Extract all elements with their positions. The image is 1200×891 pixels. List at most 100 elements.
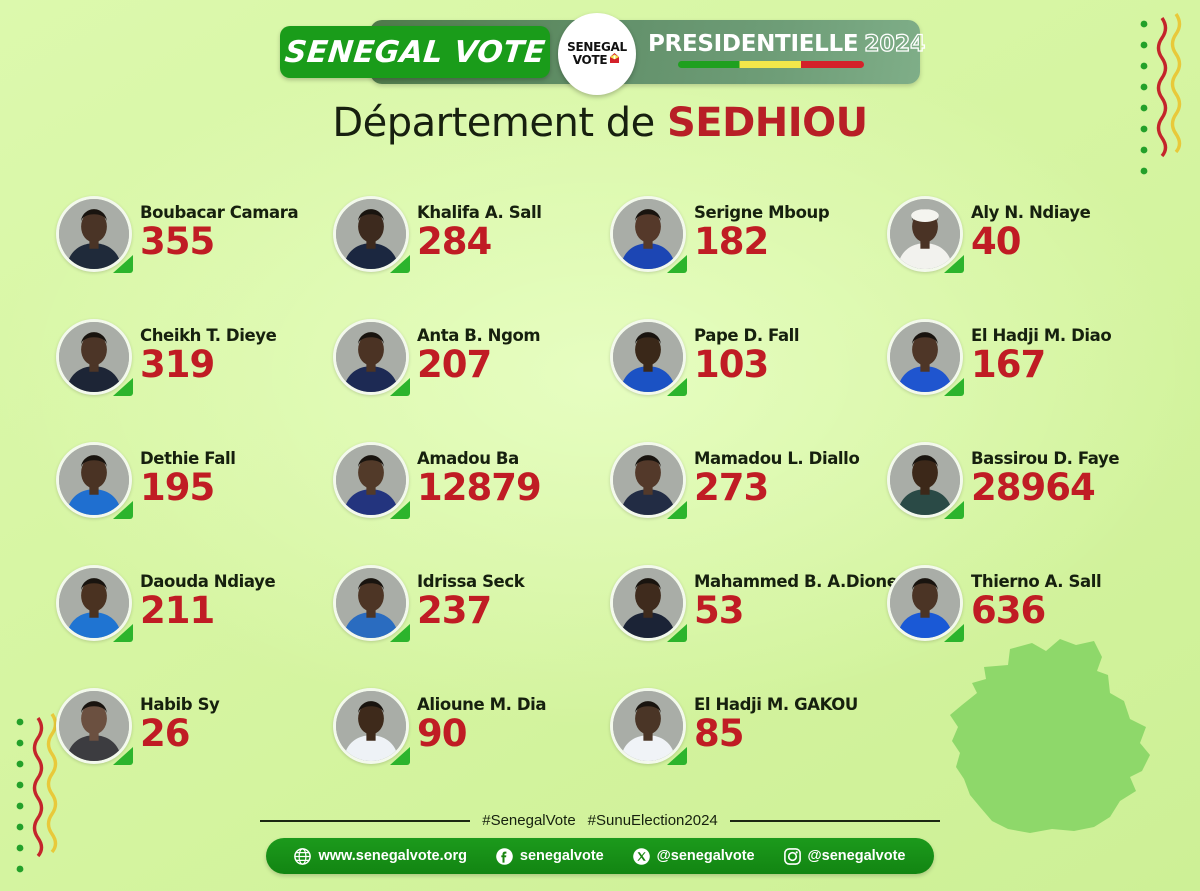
avatar — [333, 195, 410, 273]
avatar-accent-wedge — [113, 746, 133, 765]
avatar — [56, 441, 133, 519]
candidate-name: Boubacar Camara — [140, 203, 299, 223]
facebook-icon — [496, 847, 513, 865]
social-link-label: www.senegalvote.org — [318, 848, 467, 864]
social-link-globe[interactable]: www.senegalvote.org — [294, 847, 467, 865]
candidate-name: Aly N. Ndiaye — [971, 203, 1091, 223]
candidate-votes: 85 — [694, 712, 744, 756]
candidate-name: Bassirou D. Faye — [971, 449, 1120, 469]
candidate-name: Dethie Fall — [140, 449, 236, 469]
brand-badge: SENEGAL VOTE — [280, 26, 550, 78]
social-link-x-twitter[interactable]: @senegalvote — [632, 847, 755, 865]
candidate-votes: 53 — [694, 589, 744, 633]
avatar-accent-wedge — [113, 500, 133, 519]
candidate-votes: 636 — [971, 589, 1046, 633]
candidate-name: El Hadji M. GAKOU — [694, 695, 858, 715]
avatar-accent-wedge — [113, 377, 133, 396]
candidate-name: Idrissa Seck — [417, 572, 525, 592]
avatar — [610, 195, 687, 273]
portrait-illustration — [59, 198, 129, 269]
avatar-accent-wedge — [944, 623, 964, 642]
hashtag-1: #SenegalVote — [482, 812, 576, 829]
page-title-prefix: Département de — [332, 100, 667, 146]
candidate-card: Mamadou L. Diallo 273 — [610, 418, 887, 541]
portrait-illustration — [890, 444, 960, 515]
avatar-accent-wedge — [113, 254, 133, 273]
brand-label: SENEGAL VOTE — [283, 34, 547, 70]
candidate-card: Cheikh T. Dieye 319 — [56, 295, 333, 418]
senegal-map-silhouette — [934, 631, 1184, 841]
portrait-illustration — [613, 198, 683, 269]
avatar — [333, 687, 410, 765]
candidate-votes: 237 — [417, 589, 492, 633]
header: SENEGAL VOTE SENEGAL VOTE PRESIDENTIELLE… — [280, 13, 926, 95]
election-year: 2024 — [864, 31, 927, 57]
candidate-name: Mahammed B. A.Dione — [694, 572, 898, 592]
candidate-results-grid: Boubacar Camara 355 Khalifa A. Sall 284 Seri… — [56, 172, 1164, 787]
avatar-accent-wedge — [667, 500, 687, 519]
candidate-votes: 284 — [417, 220, 492, 264]
avatar-accent-wedge — [944, 254, 964, 273]
avatar — [887, 564, 964, 642]
page-title: Département de SEDHIOU — [0, 100, 1200, 146]
avatar-accent-wedge — [667, 377, 687, 396]
candidate-name: Khalifa A. Sall — [417, 203, 542, 223]
candidate-votes: 319 — [140, 343, 215, 387]
candidate-card: Daouda Ndiaye 211 — [56, 541, 333, 664]
decoration-bottom-left — [10, 708, 68, 883]
instagram-icon — [783, 847, 801, 865]
decoration-top-right — [1134, 4, 1192, 179]
avatar-accent-wedge — [113, 623, 133, 642]
ballot-box-icon — [610, 53, 620, 64]
candidate-votes: 12879 — [417, 466, 542, 510]
hashtag-row: #SenegalVote #SunuElection2024 — [0, 812, 1200, 829]
social-link-label: @senegalvote — [807, 848, 906, 864]
candidate-card: Thierno A. Sall 636 — [887, 541, 1164, 664]
avatar-photo — [59, 198, 129, 269]
candidate-votes: 207 — [417, 343, 492, 387]
avatar-accent-wedge — [390, 377, 410, 396]
candidate-name: Thierno A. Sall — [971, 572, 1102, 592]
candidate-votes: 273 — [694, 466, 769, 510]
logo-line-1: SENEGAL — [567, 39, 627, 54]
x-twitter-icon — [632, 847, 650, 865]
social-bar: www.senegalvote.org senegalvote @senegalvo… — [266, 838, 934, 874]
social-link-facebook[interactable]: senegalvote — [496, 847, 604, 865]
portrait-illustration — [59, 567, 129, 638]
candidate-votes: 103 — [694, 343, 769, 387]
candidate-name: Amadou Ba — [417, 449, 519, 469]
candidate-name: Cheikh T. Dieye — [140, 326, 277, 346]
avatar — [887, 441, 964, 519]
candidate-votes: 355 — [140, 220, 215, 264]
avatar — [887, 318, 964, 396]
avatar-accent-wedge — [390, 500, 410, 519]
candidate-card: El Hadji M. GAKOU 85 — [610, 664, 887, 787]
avatar — [333, 564, 410, 642]
avatar — [56, 195, 133, 273]
candidate-votes: 211 — [140, 589, 215, 633]
candidate-card: Anta B. Ngom 207 — [333, 295, 610, 418]
candidate-name: El Hadji M. Diao — [971, 326, 1112, 346]
avatar-accent-wedge — [390, 254, 410, 273]
candidate-votes: 195 — [140, 466, 215, 510]
candidate-card: Aly N. Ndiaye 40 — [887, 172, 1164, 295]
logo-line-2: VOTE — [572, 53, 608, 67]
candidate-card: Alioune M. Dia 90 — [333, 664, 610, 787]
election-label: PRESIDENTIELLE — [648, 31, 859, 57]
portrait-illustration — [613, 444, 683, 515]
election-title-block: PRESIDENTIELLE 2024 — [648, 31, 926, 68]
divider-right — [729, 819, 940, 822]
candidate-card: Serigne Mboup 182 — [610, 172, 887, 295]
candidate-votes: 28964 — [971, 466, 1096, 510]
avatar — [56, 564, 133, 642]
candidate-name: Serigne Mboup — [694, 203, 830, 223]
avatar-accent-wedge — [667, 623, 687, 642]
candidate-card: Bassirou D. Faye 28964 — [887, 418, 1164, 541]
avatar — [610, 564, 687, 642]
social-link-instagram[interactable]: @senegalvote — [783, 847, 906, 865]
candidate-card: Boubacar Camara 355 — [56, 172, 333, 295]
avatar-accent-wedge — [944, 500, 964, 519]
globe-icon — [294, 847, 312, 865]
avatar-accent-wedge — [390, 623, 410, 642]
avatar — [887, 195, 964, 273]
